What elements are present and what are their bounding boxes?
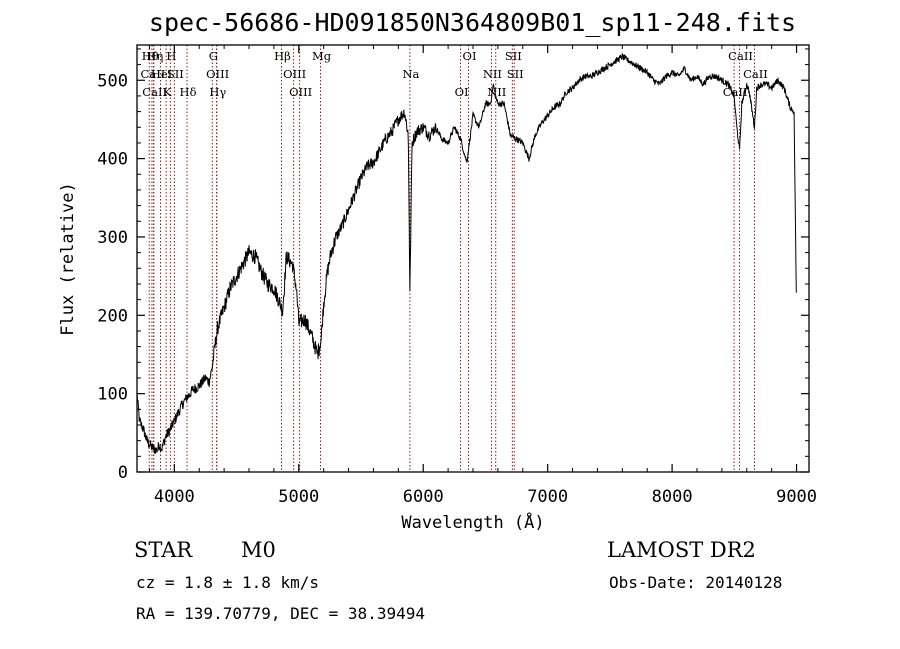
line-label-11: Hγ	[209, 85, 226, 99]
line-label-20: NII	[487, 85, 506, 99]
line-label-21: SII	[505, 49, 522, 63]
survey-name: LAMOST DR2	[607, 538, 756, 562]
object-class: STAR	[134, 538, 193, 562]
line-label-22: SII	[507, 67, 524, 81]
ticks-layer: 4000 5000 6000 7000 8000 9000 0 100 200 300 400 500	[97, 45, 817, 507]
line-label-1: CaII	[141, 67, 166, 81]
y-tick-label-2: 200	[97, 306, 128, 326]
line-label-18: OI	[463, 49, 477, 63]
spectrum-series	[136, 52, 797, 454]
line-label-5: K	[163, 85, 172, 99]
x-tick-label-5: 9000	[776, 487, 817, 507]
line-label-13: OIII	[283, 67, 306, 81]
redshift-readout: cz = 1.8 ± 1.8 km/s	[136, 573, 320, 592]
y-tick-label-4: 400	[97, 150, 128, 170]
line-label-12: Hβ	[274, 49, 291, 63]
x-tick-label-0: 4000	[154, 487, 195, 507]
x-tick-label-2: 6000	[403, 487, 444, 507]
obs-date: Obs-Date: 20140128	[609, 573, 783, 592]
y-axis-title: Flux (relative)	[58, 182, 78, 336]
line-label-3: Hη	[146, 49, 163, 63]
plot-frame	[136, 44, 810, 473]
line-label-23: CaII	[723, 85, 748, 99]
line-label-24: CaII	[728, 49, 753, 63]
line-labels-layer: Hθ CaII CaII Hη HeI K H SII Hδ G OIII Hγ Hβ OIII OIII M…	[141, 49, 768, 99]
spectral-subclass: M0	[241, 538, 276, 562]
page-title: spec-56686-HD091850N364809B01_sp11-248.f…	[148, 8, 797, 37]
line-label-15: Mg	[312, 49, 332, 63]
y-tick-label-5: 500	[97, 71, 128, 91]
x-tick-label-3: 7000	[527, 487, 568, 507]
line-markers-layer	[148, 45, 755, 472]
line-label-0: Hθ	[142, 49, 159, 63]
x-axis-title: Wavelength (Å)	[401, 511, 544, 533]
x-tick-label-1: 5000	[278, 487, 319, 507]
coordinates: RA = 139.70779, DEC = 38.39494	[136, 604, 425, 623]
line-label-2: CaII	[142, 85, 167, 99]
line-label-8: Hδ	[180, 85, 197, 99]
y-tick-label-1: 100	[97, 385, 128, 405]
line-label-7: SII	[167, 67, 184, 81]
line-label-6: H	[166, 49, 176, 63]
line-label-4: HeI	[151, 67, 172, 81]
line-label-16: Na	[402, 67, 419, 81]
spectrum-layer	[136, 52, 797, 454]
line-label-10: OIII	[206, 67, 229, 81]
line-label-14: OIII	[289, 85, 312, 99]
line-label-25: CaII	[743, 67, 768, 81]
line-label-9: G	[209, 49, 218, 63]
line-label-17: OI	[455, 85, 469, 99]
y-tick-label-3: 300	[97, 228, 128, 248]
y-tick-label-0: 0	[118, 463, 128, 483]
line-label-19: NII	[483, 67, 502, 81]
x-tick-label-4: 8000	[652, 487, 693, 507]
